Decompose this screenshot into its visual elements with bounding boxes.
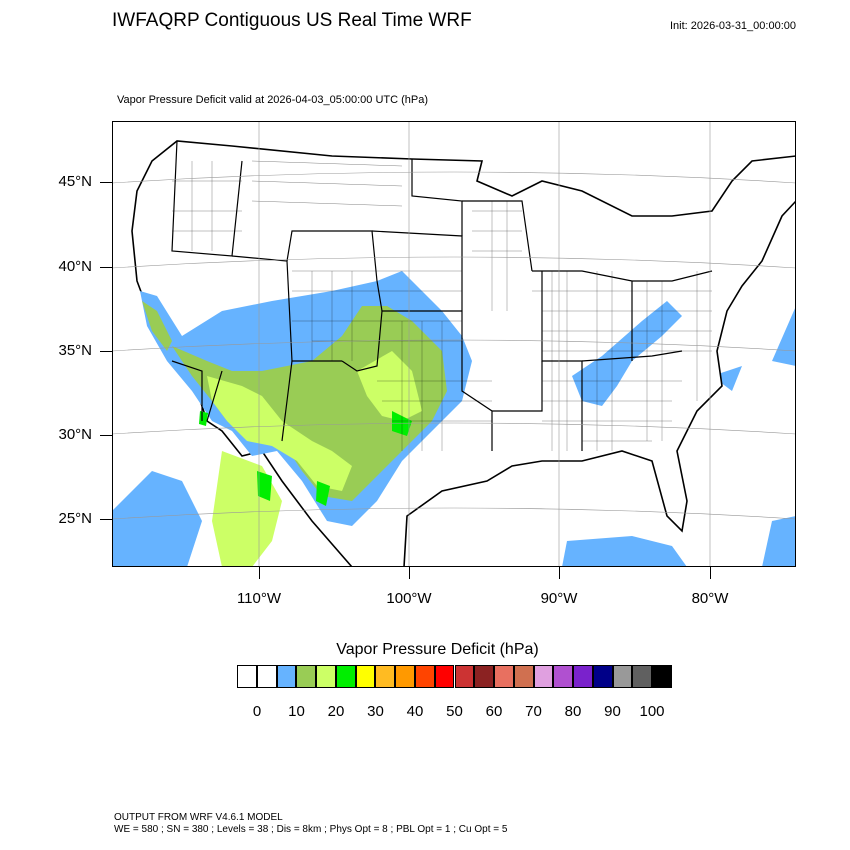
lon-tick xyxy=(409,567,410,579)
colorbar-swatch xyxy=(533,665,554,688)
colorbar-swatch xyxy=(454,665,475,688)
lon-tick xyxy=(559,567,560,579)
colorbar-label: 70 xyxy=(525,703,542,720)
colorbar-swatch xyxy=(375,665,396,688)
colorbar-swatch xyxy=(513,665,534,688)
lon-tick xyxy=(710,567,711,579)
lat-tick xyxy=(100,182,112,183)
colorbar-title: Vapor Pressure Deficit (hPa) xyxy=(336,641,539,658)
lon-label-100: 100°W xyxy=(386,590,432,607)
lat-tick xyxy=(100,351,112,352)
colorbar-swatch xyxy=(612,665,633,688)
colorbar-swatch xyxy=(355,665,376,688)
colorbar-swatch xyxy=(395,665,415,688)
state-borders xyxy=(171,140,713,451)
lat-label-40: 40°N xyxy=(58,258,92,275)
colorbar-label: 60 xyxy=(485,703,503,720)
lat-label-25: 25°N xyxy=(58,510,92,527)
colorbar xyxy=(237,665,672,688)
vpd-map xyxy=(112,121,796,567)
colorbar-swatch xyxy=(316,665,336,688)
map-frame xyxy=(112,121,796,567)
plot-subtitle: Vapor Pressure Deficit valid at 2026-04-… xyxy=(117,94,429,106)
colorbar-swatch xyxy=(494,665,514,688)
vpd-20-zone-tx xyxy=(357,351,422,421)
county-borders xyxy=(172,160,712,451)
lon-label-110: 110°W xyxy=(236,590,282,607)
colorbar-label: 30 xyxy=(367,703,384,720)
colorbar-swatch xyxy=(296,665,317,688)
lat-label-35: 35°N xyxy=(58,342,92,359)
colorbar-label: 0 xyxy=(252,703,262,720)
colorbar-swatch xyxy=(573,665,593,688)
colorbar-swatch xyxy=(553,665,574,688)
graticule xyxy=(112,121,796,567)
plot-title: IWFAQRP Contiguous US Real Time WRF xyxy=(112,10,472,31)
colorbar-swatch xyxy=(652,665,672,688)
footer-line-2: WE = 580 ; SN = 380 ; Levels = 38 ; Dis … xyxy=(114,824,508,835)
colorbar-label: 80 xyxy=(564,703,582,720)
colorbar-label: 10 xyxy=(288,703,305,720)
colorbar-swatch xyxy=(632,665,653,688)
colorbar-label: 40 xyxy=(406,703,424,720)
lon-label-90: 90°W xyxy=(540,590,578,607)
lat-label-30: 30°N xyxy=(58,426,92,443)
colorbar-swatch xyxy=(592,665,613,688)
colorbar-label: 100 xyxy=(639,703,665,720)
colorbar-swatch xyxy=(335,665,356,688)
colorbar-swatch xyxy=(474,665,495,688)
footer-line-1: OUTPUT FROM WRF V4.6.1 MODEL xyxy=(114,812,283,823)
colorbar-label: 50 xyxy=(446,703,463,720)
vpd-15-zone-ca xyxy=(142,301,172,351)
lon-tick xyxy=(259,567,260,579)
lat-label-45: 45°N xyxy=(58,173,92,190)
lat-tick xyxy=(100,267,112,268)
lon-label-80: 80°W xyxy=(691,590,729,607)
colorbar-swatch xyxy=(276,665,297,688)
colorbar-swatch xyxy=(434,665,455,688)
lat-tick xyxy=(100,435,112,436)
init-time: Init: 2026-03-31_00:00:00 xyxy=(670,20,796,32)
map-panel xyxy=(112,121,796,567)
colorbar-label: 20 xyxy=(327,703,345,720)
vpd-20-zone xyxy=(207,376,352,491)
lat-tick xyxy=(100,519,112,520)
vpd-10-zone-east xyxy=(572,301,682,406)
vpd-ocean-shading xyxy=(112,306,796,567)
colorbar-label: 90 xyxy=(604,703,621,720)
colorbar-swatch xyxy=(237,665,257,688)
colorbar-swatch xyxy=(414,665,435,688)
model-footer: OUTPUT FROM WRF V4.6.1 MODEL WE = 580 ; … xyxy=(114,812,507,836)
colorbar-swatch xyxy=(256,665,277,688)
